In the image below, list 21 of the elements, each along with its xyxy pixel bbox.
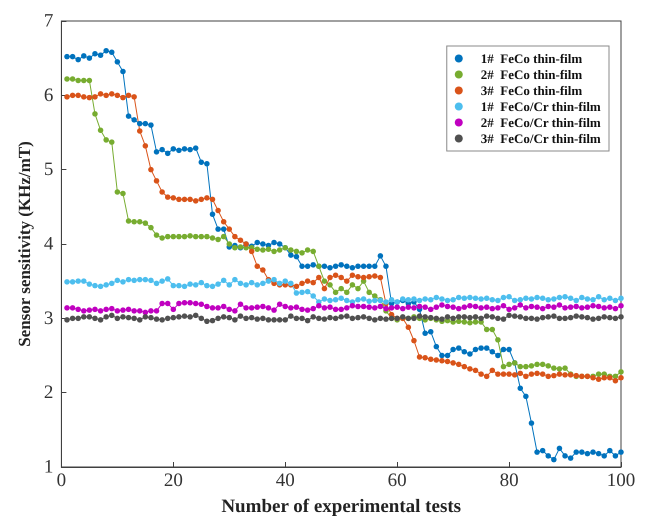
x-tick-label: 0 — [56, 470, 66, 491]
y-tick-label: 5 — [44, 159, 54, 180]
legend-label: 3# FeCo/Cr thin-film — [480, 131, 601, 146]
x-axis-title: Number of experimental tests — [221, 496, 462, 517]
legend-label: 1# FeCo/Cr thin-film — [480, 99, 601, 114]
y-axis-title: Sensor sensitivity (KHz/mT) — [15, 141, 34, 347]
x-tick-label: 80 — [500, 470, 519, 491]
x-tick-label: 40 — [276, 470, 295, 491]
legend-label: 3# FeCo thin-film — [480, 83, 582, 98]
y-tick-label: 7 — [44, 10, 54, 32]
y-tick-label: 1 — [44, 456, 54, 478]
y-tick-label: 6 — [44, 84, 54, 106]
y-tick-label: 2 — [44, 382, 54, 404]
y-tick-label: 4 — [44, 234, 54, 254]
x-tick-label: 100 — [606, 470, 636, 491]
x-tick-label: 20 — [164, 470, 183, 491]
x-tick-label: 60 — [388, 470, 407, 491]
legend-label: 2# FeCo thin-film — [480, 67, 582, 82]
legend-label: 2# FeCo/Cr thin-film — [480, 115, 601, 130]
legend-label: 1# FeCo thin-film — [480, 51, 582, 66]
y-tick-label: 3 — [44, 308, 54, 329]
